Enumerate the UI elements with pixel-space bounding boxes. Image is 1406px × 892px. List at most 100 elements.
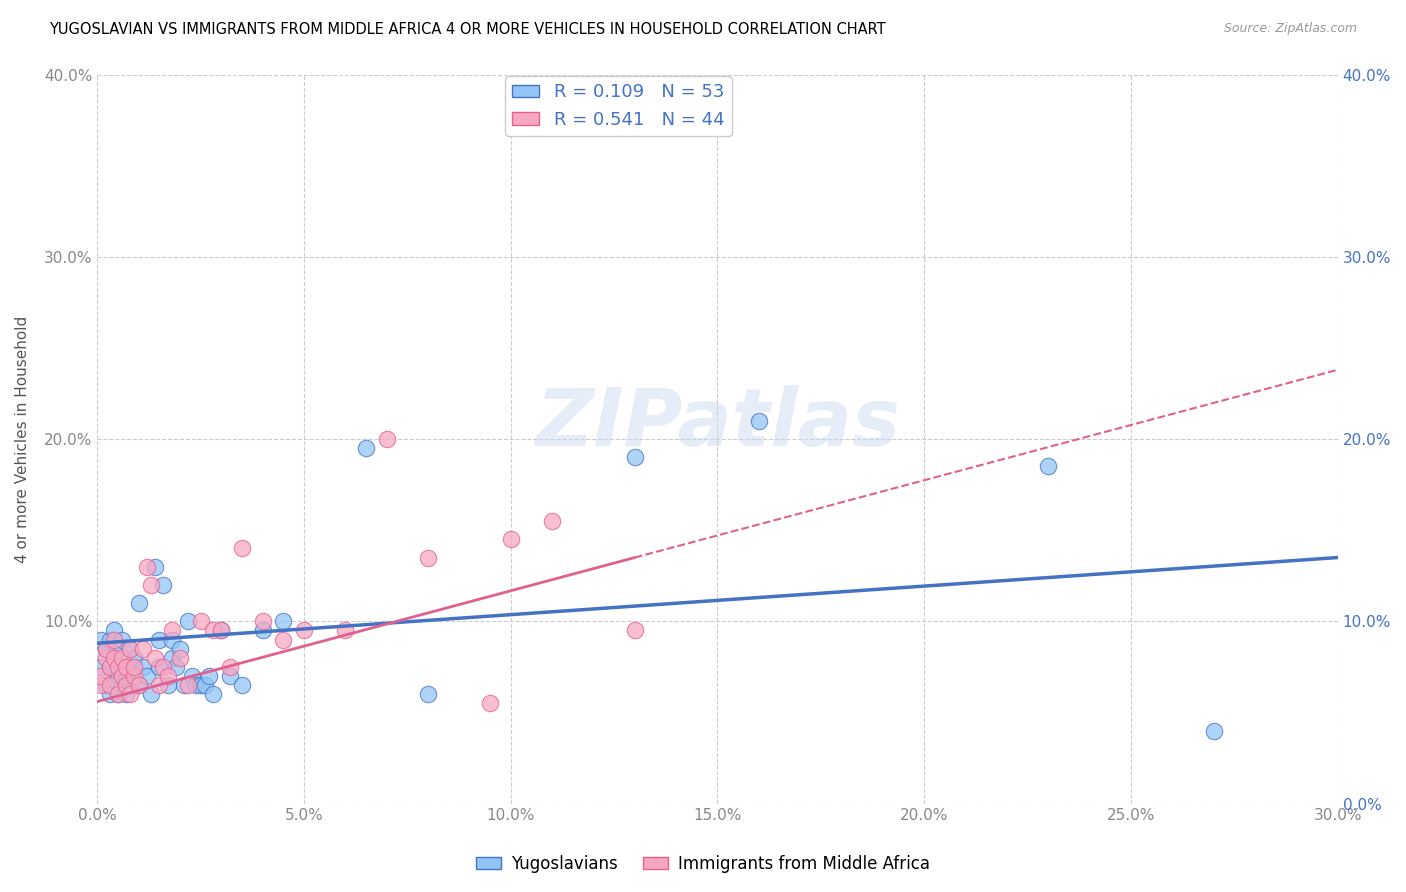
Point [181, 669, 204, 683]
Point [90, 669, 112, 683]
Point [541, 514, 564, 528]
Point [128, 678, 150, 692]
Point [169, 641, 191, 656]
Point [103, 624, 125, 638]
Point [107, 660, 129, 674]
Point [111, 669, 134, 683]
Point [354, 441, 377, 455]
Point [103, 650, 125, 665]
Point [231, 678, 253, 692]
Point [335, 624, 357, 638]
Point [416, 550, 439, 565]
Point [252, 624, 274, 638]
Point [623, 624, 645, 638]
Point [124, 669, 146, 683]
Point [90, 632, 112, 647]
Point [107, 641, 129, 656]
Point [148, 678, 170, 692]
Point [115, 687, 138, 701]
Point [124, 660, 146, 674]
Point [173, 678, 195, 692]
Point [623, 450, 645, 465]
Point [90, 678, 112, 692]
Point [169, 650, 191, 665]
Point [94, 678, 117, 692]
Point [148, 660, 170, 674]
Point [94, 641, 117, 656]
Point [103, 650, 125, 665]
Point [98, 660, 121, 674]
Point [98, 632, 121, 647]
Legend: Yugoslavians, Immigrants from Middle Africa: Yugoslavians, Immigrants from Middle Afr… [470, 848, 936, 880]
Point [143, 559, 166, 574]
Point [190, 615, 212, 629]
Point [139, 687, 162, 701]
Point [98, 678, 121, 692]
Point [111, 650, 134, 665]
Point [148, 632, 170, 647]
Point [103, 632, 125, 647]
Point [128, 596, 150, 610]
Legend: R = 0.109   N = 53, R = 0.541   N = 44: R = 0.109 N = 53, R = 0.541 N = 44 [505, 76, 731, 136]
Point [271, 632, 294, 647]
Point [98, 687, 121, 701]
Point [111, 660, 134, 674]
Point [107, 687, 129, 701]
Point [156, 678, 179, 692]
Point [94, 641, 117, 656]
Point [1202, 723, 1225, 738]
Point [499, 533, 522, 547]
Point [292, 624, 315, 638]
Point [375, 432, 398, 446]
Point [94, 650, 117, 665]
Point [165, 660, 187, 674]
Point [120, 641, 142, 656]
Point [120, 678, 142, 692]
Point [156, 669, 179, 683]
Point [120, 687, 142, 701]
Y-axis label: 4 or more Vehicles in Household: 4 or more Vehicles in Household [15, 316, 30, 563]
Text: YUGOSLAVIAN VS IMMIGRANTS FROM MIDDLE AFRICA 4 OR MORE VEHICLES IN HOUSEHOLD COR: YUGOSLAVIAN VS IMMIGRANTS FROM MIDDLE AF… [49, 22, 886, 37]
Point [218, 669, 240, 683]
Point [143, 650, 166, 665]
Point [107, 687, 129, 701]
Point [271, 615, 294, 629]
Point [139, 578, 162, 592]
Point [177, 615, 200, 629]
Point [198, 669, 221, 683]
Point [107, 669, 129, 683]
Point [115, 669, 138, 683]
Point [160, 650, 183, 665]
Point [98, 660, 121, 674]
Point [90, 660, 112, 674]
Point [132, 660, 155, 674]
Point [124, 650, 146, 665]
Point [160, 632, 183, 647]
Point [115, 660, 138, 674]
Text: Source: ZipAtlas.com: Source: ZipAtlas.com [1223, 22, 1357, 36]
Point [231, 541, 253, 556]
Point [1038, 459, 1060, 474]
Point [186, 678, 208, 692]
Point [218, 660, 240, 674]
Point [120, 641, 142, 656]
Point [128, 678, 150, 692]
Point [115, 678, 138, 692]
Point [190, 678, 212, 692]
Point [202, 624, 225, 638]
Text: ZIPatlas: ZIPatlas [534, 385, 900, 464]
Point [209, 624, 232, 638]
Point [152, 578, 174, 592]
Point [124, 660, 146, 674]
Point [177, 678, 200, 692]
Point [252, 615, 274, 629]
Point [479, 697, 502, 711]
Point [194, 678, 217, 692]
Point [748, 414, 770, 428]
Point [209, 624, 232, 638]
Point [416, 687, 439, 701]
Point [111, 632, 134, 647]
Point [135, 669, 157, 683]
Point [202, 687, 225, 701]
Point [132, 641, 155, 656]
